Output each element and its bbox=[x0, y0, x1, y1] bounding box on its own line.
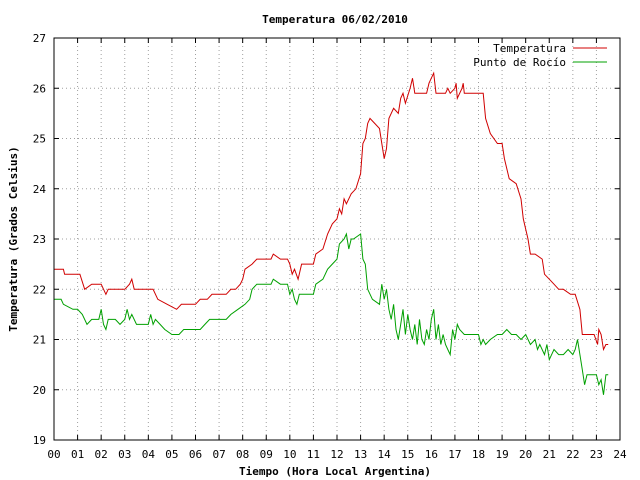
x-tick-label: 08 bbox=[236, 448, 249, 461]
x-tick-label: 10 bbox=[283, 448, 296, 461]
x-tick-label: 05 bbox=[165, 448, 178, 461]
y-tick-label: 20 bbox=[33, 384, 46, 397]
x-tick-label: 04 bbox=[142, 448, 156, 461]
y-tick-label: 27 bbox=[33, 32, 46, 45]
series-lines bbox=[54, 71, 609, 395]
x-tick-label: 16 bbox=[425, 448, 438, 461]
x-tick-label: 09 bbox=[260, 448, 273, 461]
x-tick-label: 12 bbox=[330, 448, 343, 461]
x-tick-label: 17 bbox=[448, 448, 461, 461]
x-axis-label: Tiempo (Hora Local Argentina) bbox=[239, 465, 431, 478]
x-tick-label: 24 bbox=[613, 448, 627, 461]
x-tick-label: 07 bbox=[212, 448, 225, 461]
x-tick-label: 21 bbox=[543, 448, 556, 461]
y-tick-label: 19 bbox=[33, 434, 46, 447]
legend-label-temperatura: Temperatura bbox=[493, 42, 566, 55]
x-tick-label: 15 bbox=[401, 448, 414, 461]
y-tick-label: 24 bbox=[33, 183, 47, 196]
y-tick-label: 21 bbox=[33, 334, 46, 347]
series-line-temperatura bbox=[54, 71, 609, 352]
chart-title: Temperatura 06/02/2010 bbox=[262, 13, 408, 26]
y-tick-label: 23 bbox=[33, 233, 46, 246]
x-tick-labels: 00 01 02 03 04 05 06 07 08 09 10 11 12 13 14 15 16 17 18 19… bbox=[47, 448, 627, 461]
x-tick-label: 23 bbox=[590, 448, 603, 461]
tick-marks bbox=[53, 37, 621, 441]
x-tick-label: 01 bbox=[71, 448, 84, 461]
x-tick-label: 20 bbox=[519, 448, 532, 461]
x-tick-label: 11 bbox=[307, 448, 320, 461]
series-line-punto-de-rocio bbox=[54, 232, 609, 395]
x-tick-label: 06 bbox=[189, 448, 202, 461]
x-tick-label: 14 bbox=[378, 448, 392, 461]
y-tick-label: 26 bbox=[33, 82, 46, 95]
x-tick-label: 00 bbox=[47, 448, 60, 461]
x-tick-label: 13 bbox=[354, 448, 367, 461]
x-tick-label: 19 bbox=[495, 448, 508, 461]
y-axis-label: Temperatura (Grados Celsius) bbox=[7, 146, 20, 331]
legend-label-punto-de-rocio: Punto de Rocío bbox=[473, 56, 566, 69]
x-tick-label: 18 bbox=[472, 448, 485, 461]
y-tick-label: 22 bbox=[33, 283, 46, 296]
y-tick-label: 25 bbox=[33, 133, 46, 146]
x-tick-label: 22 bbox=[566, 448, 579, 461]
y-tick-labels: 19 20 21 22 23 24 25 26 27 bbox=[33, 32, 47, 447]
grid-lines bbox=[54, 38, 620, 440]
x-tick-label: 03 bbox=[118, 448, 131, 461]
x-tick-label: 02 bbox=[95, 448, 108, 461]
